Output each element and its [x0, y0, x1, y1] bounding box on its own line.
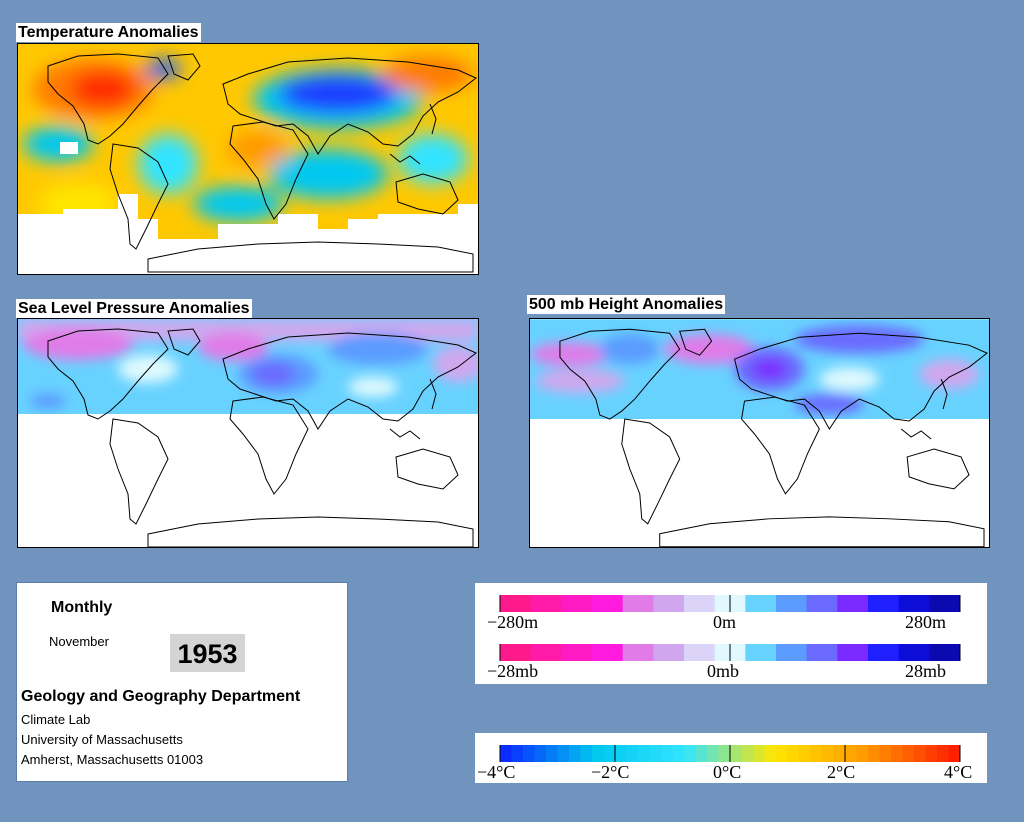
temperature-colorbar-swatch: [914, 745, 926, 762]
temperature-colorbar-swatch: [672, 745, 685, 762]
height-colorbar-swatch: [530, 595, 562, 612]
temperature-colorbar-swatch: [799, 745, 811, 762]
temperature-colorbar-swatch: [615, 745, 627, 762]
height-anomaly-map: [529, 318, 990, 548]
temperature-colorbar-swatch: [638, 745, 650, 762]
pressure-colorbar-swatch: [684, 644, 716, 661]
height-colorbar-swatch: [500, 595, 532, 612]
temperature-colorbar-swatch: [511, 745, 524, 762]
pressure-colorbar-swatch: [622, 644, 654, 661]
height-min-label: −280m: [487, 612, 538, 632]
height-colorbar-swatch: [929, 595, 961, 612]
temperature-colorbar-swatch: [891, 745, 903, 762]
pressure-colorbar-swatch: [653, 644, 685, 661]
temperature-colorbar-swatch: [523, 745, 535, 762]
temperature-colorbar-swatch: [534, 745, 547, 762]
temperature-colorbar-swatch: [718, 745, 731, 762]
height-colorbar-swatch: [561, 595, 593, 612]
height-colorbar-swatch: [837, 595, 869, 612]
temp-label-2: 2°C: [827, 762, 855, 782]
temperature-colorbar-swatch: [580, 745, 593, 762]
temperature-colorbar-swatch: [557, 745, 570, 762]
height-colorbar-swatch: [868, 595, 900, 612]
height-mid-label: 0m: [713, 612, 736, 632]
pressure-colorbar-swatch: [868, 644, 900, 661]
temperature-colorbar: [499, 745, 961, 762]
height-colorbar-swatch: [745, 595, 777, 612]
pressure-colorbar-swatch: [776, 644, 808, 661]
pressure-colorbar-swatch: [745, 644, 777, 661]
temperature-colorbar-swatch: [730, 745, 742, 762]
temperature-colorbar-swatch: [661, 745, 673, 762]
temperature-colorbar-swatch: [810, 745, 823, 762]
pressure-max-label: 28mb: [905, 661, 946, 681]
temperature-colorbar-swatch: [592, 745, 604, 762]
year-label: 1953: [170, 634, 245, 672]
pressure-min-label: −28mb: [487, 661, 538, 681]
temperature-colorbar-swatch: [546, 745, 558, 762]
height-anomalies-title: 500 mb Height Anomalies: [527, 295, 726, 314]
height-colorbar-swatch: [592, 595, 624, 612]
month-label: November: [49, 634, 109, 649]
temperature-anomaly-map: [17, 43, 479, 275]
temperature-colorbar-swatch: [500, 745, 512, 762]
lab-name: Climate Lab: [21, 712, 91, 727]
temperature-colorbar-swatch: [787, 745, 800, 762]
temp-label-0: 0°C: [713, 762, 741, 782]
pressure-colorbar-swatch: [592, 644, 624, 661]
temperature-colorbar-swatch: [868, 745, 880, 762]
temperature-anomalies-title: Temperature Anomalies: [16, 23, 201, 42]
temperature-legend: −4°C −2°C 0°C 2°C 4°C: [475, 733, 987, 783]
temperature-colorbar-swatch: [569, 745, 581, 762]
temperature-colorbar-swatch: [937, 745, 949, 762]
temperature-colorbar-swatch: [856, 745, 869, 762]
temperature-colorbar-swatch: [925, 745, 938, 762]
height-colorbar-swatch: [653, 595, 685, 612]
temperature-colorbar-swatch: [626, 745, 639, 762]
sea-level-pressure-anomaly-map: [17, 318, 479, 548]
pressure-colorbar-swatch: [500, 644, 532, 661]
height-colorbar-swatch: [684, 595, 716, 612]
address-line: Amherst, Massachusetts 01003: [21, 752, 204, 767]
pressure-colorbar: [499, 644, 961, 661]
temperature-colorbar-swatch: [764, 745, 777, 762]
temperature-colorbar-swatch: [822, 745, 834, 762]
temperature-colorbar-swatch: [695, 745, 708, 762]
height-colorbar-swatch: [898, 595, 930, 612]
temp-label-minus4: −4°C: [477, 762, 515, 782]
temperature-colorbar-swatch: [845, 745, 857, 762]
department-label: Geology and Geography Department: [21, 688, 301, 705]
height-max-label: 280m: [905, 612, 946, 632]
sea-level-pressure-title: Sea Level Pressure Anomalies: [16, 299, 252, 318]
height-colorbar-swatch: [622, 595, 654, 612]
period-label: Monthly: [51, 599, 113, 616]
height-colorbar: [499, 595, 961, 612]
temperature-colorbar-swatch: [707, 745, 719, 762]
temperature-colorbar-swatch: [753, 745, 765, 762]
pressure-colorbar-swatch: [837, 644, 869, 661]
pressure-colorbar-swatch: [898, 644, 930, 661]
temp-label-4: 4°C: [944, 762, 972, 782]
temperature-colorbar-swatch: [902, 745, 915, 762]
pressure-mid-label: 0mb: [707, 661, 739, 681]
info-panel: Monthly November 1953 Geology and Geogra…: [16, 582, 348, 782]
temperature-colorbar-swatch: [684, 745, 696, 762]
temperature-colorbar-swatch: [948, 745, 961, 762]
temperature-colorbar-swatch: [649, 745, 662, 762]
height-pressure-legend: −280m 0m 280m −28mb 0mb 28mb: [475, 583, 987, 684]
temperature-colorbar-swatch: [833, 745, 846, 762]
temperature-colorbar-swatch: [603, 745, 616, 762]
height-colorbar-swatch: [776, 595, 808, 612]
pressure-colorbar-swatch: [530, 644, 562, 661]
temperature-colorbar-swatch: [879, 745, 892, 762]
university-name: University of Massachusetts: [21, 732, 183, 747]
pressure-colorbar-swatch: [929, 644, 961, 661]
temperature-colorbar-swatch: [741, 745, 754, 762]
height-colorbar-swatch: [806, 595, 838, 612]
pressure-colorbar-swatch: [806, 644, 838, 661]
temp-label-minus2: −2°C: [591, 762, 629, 782]
temperature-colorbar-swatch: [776, 745, 788, 762]
pressure-colorbar-swatch: [561, 644, 593, 661]
